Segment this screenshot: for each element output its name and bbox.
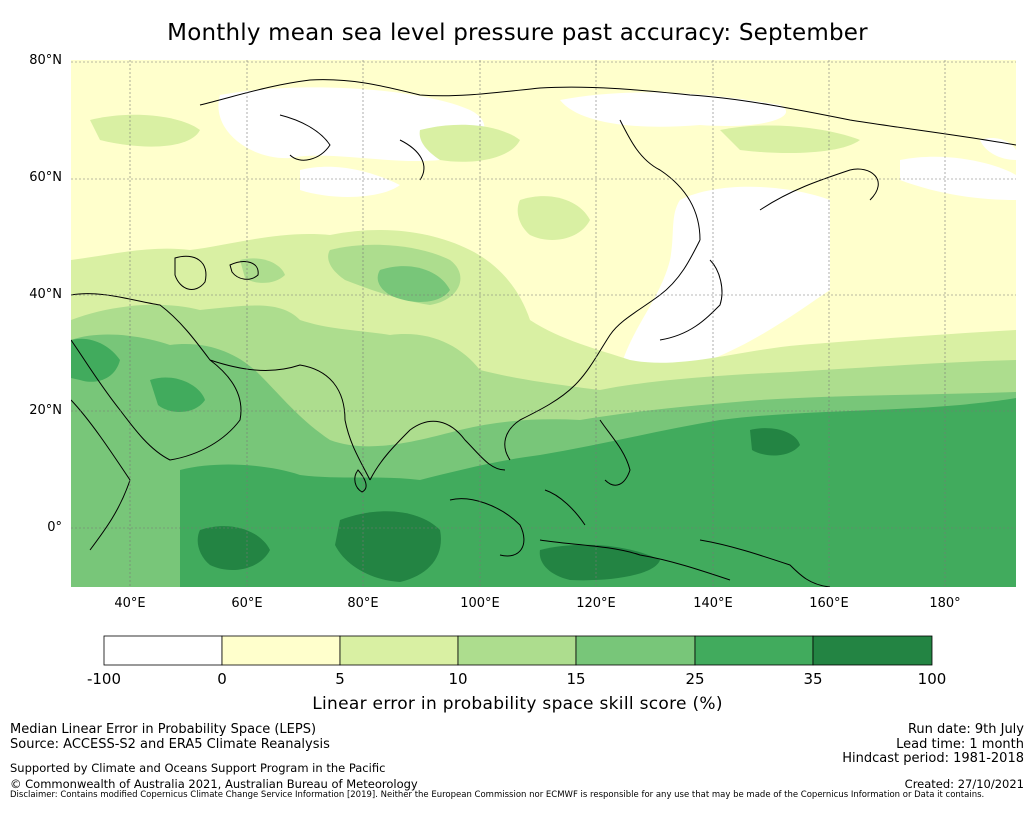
colorbar-label: Linear error in probability space skill … xyxy=(312,694,723,714)
footer-disclaimer: Disclaimer: Contains modified Copernicus… xyxy=(10,790,985,800)
colorbar-tick: 35 xyxy=(803,670,823,688)
colorbar-bin-7 xyxy=(812,635,933,666)
colorbar-bin-1 xyxy=(103,635,223,666)
lat-label-60n: 60°N xyxy=(29,170,62,185)
footer-created: Created: 27/10/2021 xyxy=(904,777,1024,791)
lon-label-140e: 140°E xyxy=(693,596,733,611)
colorbar-tick: -100 xyxy=(86,670,122,688)
lon-label-160e: 160°E xyxy=(809,596,849,611)
footer-run-date: Run date: 9th July xyxy=(907,722,1024,737)
gridlines xyxy=(71,60,1016,587)
colorbar-tick: 10 xyxy=(448,670,468,688)
lat-label-80n: 80°N xyxy=(29,53,62,68)
lon-label-40e: 40°E xyxy=(114,596,146,611)
colorbar-bin-6 xyxy=(694,635,814,666)
skill-regions-35-100 xyxy=(197,428,800,582)
colorbar-bin-5 xyxy=(575,635,696,666)
lon-label-120e: 120°E xyxy=(576,596,616,611)
colorbar xyxy=(103,635,933,666)
lon-label-180: 180° xyxy=(929,596,961,611)
colorbar-tick: 100 xyxy=(917,670,947,688)
lat-label-0: 0° xyxy=(47,520,62,535)
footer-lead-time: Lead time: 1 month xyxy=(896,737,1024,752)
colorbar-tick: 15 xyxy=(566,670,586,688)
colorbar-bin-4 xyxy=(457,635,577,666)
lat-label-40n: 40°N xyxy=(29,287,62,302)
coastlines xyxy=(71,79,1016,587)
lon-label-60e: 60°E xyxy=(231,596,263,611)
footer-support: Supported by Climate and Oceans Support … xyxy=(10,761,386,775)
colorbar-tick: 25 xyxy=(685,670,705,688)
colorbar-tick: 0 xyxy=(217,670,227,688)
map-plot-area xyxy=(71,60,1016,587)
footer-hindcast: Hindcast period: 1981-2018 xyxy=(842,751,1024,766)
footer-metric: Median Linear Error in Probability Space… xyxy=(10,722,317,737)
lat-label-20n: 20°N xyxy=(29,403,62,418)
lon-label-100e: 100°E xyxy=(460,596,500,611)
footer-source: Source: ACCESS-S2 and ERA5 Climate Reana… xyxy=(10,737,330,752)
footer-copyright: © Commonwealth of Australia 2021, Austra… xyxy=(10,777,418,791)
colorbar-bin-3 xyxy=(339,635,459,666)
map-title: Monthly mean sea level pressure past acc… xyxy=(167,20,868,46)
colorbar-tick: 5 xyxy=(335,670,345,688)
colorbar-bin-2 xyxy=(221,635,341,666)
lon-label-80e: 80°E xyxy=(347,596,379,611)
